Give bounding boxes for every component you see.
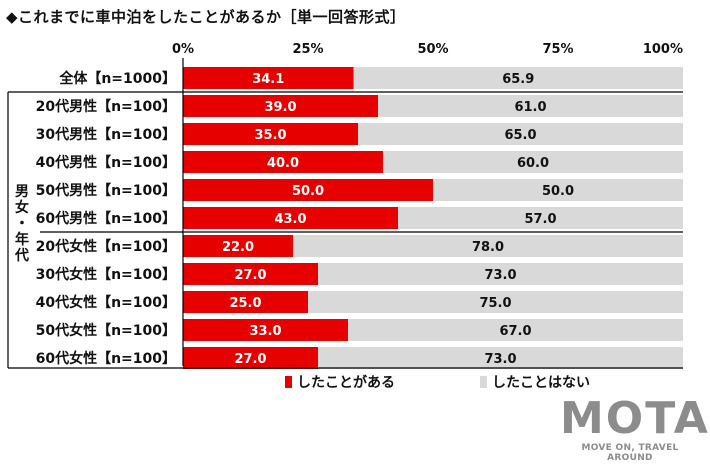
- category-label: 40代女性【n=100】: [36, 294, 176, 311]
- category-label: 50代男性【n=100】: [36, 182, 176, 199]
- group-label-char: 男: [15, 184, 29, 200]
- bar-yes: [183, 179, 433, 201]
- category-label: 50代女性【n=100】: [36, 322, 176, 339]
- data-label-no: 75.0: [479, 296, 511, 311]
- data-label-no: 60.0: [517, 156, 549, 171]
- bar-no: [318, 263, 683, 285]
- data-label-no: 57.0: [524, 212, 556, 227]
- category-label: 40代男性【n=100】: [36, 154, 176, 171]
- category-label: 30代女性【n=100】: [36, 266, 176, 283]
- data-label-yes: 22.0: [222, 240, 254, 255]
- bar-no: [358, 123, 683, 145]
- group-label-char: ・: [15, 216, 29, 232]
- data-label-no: 67.0: [499, 324, 531, 339]
- bar-yes: [183, 235, 293, 257]
- data-label-yes: 33.0: [249, 324, 281, 339]
- data-label-yes: 43.0: [274, 212, 306, 227]
- data-label-no: 73.0: [484, 268, 516, 283]
- bar-yes: [183, 123, 358, 145]
- group-label-char: 年: [15, 231, 29, 248]
- data-label-yes: 34.1: [252, 72, 284, 87]
- data-label-yes: 35.0: [254, 128, 286, 143]
- bar-no: [383, 151, 683, 173]
- data-label-yes: 50.0: [292, 184, 324, 199]
- data-label-no: 61.0: [514, 100, 546, 115]
- bar-no: [348, 319, 683, 341]
- bar-yes: [183, 291, 308, 313]
- data-label-no: 78.0: [472, 240, 504, 255]
- category-label: 60代男性【n=100】: [36, 210, 176, 227]
- category-label: 30代男性【n=100】: [36, 126, 176, 143]
- bar-no: [318, 347, 683, 369]
- bar-no: [308, 291, 683, 313]
- bar-yes: [183, 67, 354, 89]
- bar-yes: [183, 263, 318, 285]
- legend-label-yes: したことがある: [297, 375, 395, 391]
- bar-no: [353, 67, 683, 89]
- x-tick-label: 50%: [417, 42, 448, 57]
- bar-yes: [183, 319, 348, 341]
- data-label-yes: 39.0: [264, 100, 296, 115]
- x-tick-label: 75%: [542, 42, 573, 57]
- logo-mark: MOTA: [560, 393, 710, 444]
- data-label-no: 65.9: [502, 72, 534, 87]
- bar-no: [378, 95, 683, 117]
- category-label: 20代女性【n=100】: [36, 238, 176, 255]
- group-label-char: 代: [14, 247, 29, 264]
- data-label-yes: 40.0: [267, 156, 299, 171]
- bar-yes: [183, 95, 378, 117]
- mota-logo: MOTA MOVE ON, TRAVEL AROUND: [560, 393, 710, 464]
- data-label-no: 65.0: [504, 128, 536, 143]
- bar-no: [433, 179, 683, 201]
- legend-swatch-no: [480, 376, 487, 388]
- category-label: 60代女性【n=100】: [36, 350, 176, 367]
- bar-no: [398, 207, 683, 229]
- bar-yes: [183, 151, 383, 173]
- logo-tagline: MOVE ON, TRAVEL AROUND: [581, 443, 679, 463]
- legend-swatch-yes: [285, 376, 292, 388]
- category-label: 全体【n=1000】: [58, 70, 176, 87]
- x-tick-label: 25%: [292, 42, 323, 57]
- data-label-no: 50.0: [542, 184, 574, 199]
- data-label-yes: 27.0: [234, 268, 266, 283]
- x-tick-label: 100%: [643, 42, 683, 57]
- bar-no: [293, 235, 683, 257]
- legend-item-no: したことはない: [480, 372, 590, 392]
- data-label-yes: 25.0: [229, 296, 261, 311]
- legend-item-yes: したことがある: [285, 372, 395, 392]
- data-label-no: 73.0: [484, 352, 516, 367]
- group-label-char: 女: [15, 199, 29, 216]
- bar-yes: [183, 347, 318, 369]
- data-label-yes: 27.0: [234, 352, 266, 367]
- legend-label-no: したことはない: [492, 375, 590, 391]
- chart-title: ◆これまでに車中泊をしたことがあるか［単一回答形式］: [6, 8, 406, 26]
- category-label: 20代男性【n=100】: [36, 98, 176, 115]
- x-tick-label: 0%: [172, 42, 194, 57]
- bar-yes: [183, 207, 398, 229]
